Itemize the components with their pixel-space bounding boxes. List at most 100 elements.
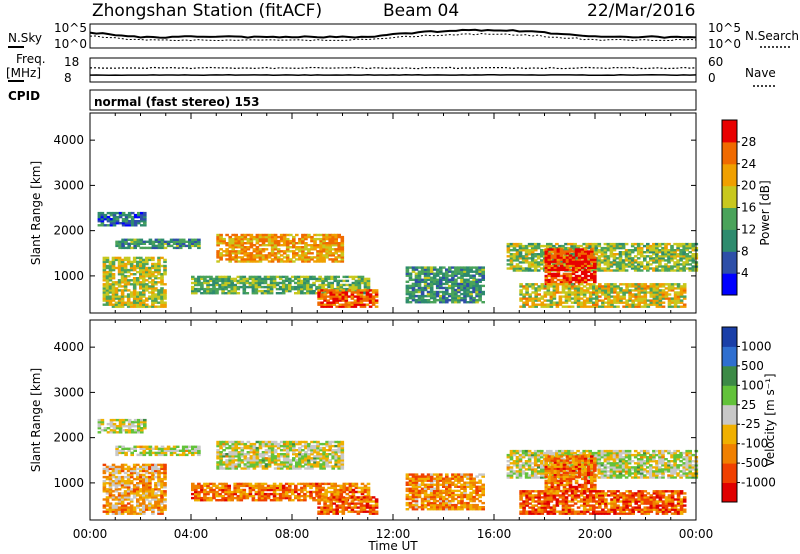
heat-cell — [294, 484, 298, 488]
heat-cell — [117, 477, 122, 481]
heat-cell — [460, 299, 464, 302]
heat-cell — [203, 279, 207, 283]
heat-cell — [555, 305, 560, 308]
heat-cell — [294, 496, 298, 500]
heat-cell — [682, 253, 686, 256]
heat-cell — [157, 293, 161, 296]
heat-cell — [184, 453, 189, 457]
heat-cell — [316, 449, 320, 452]
heat-cell — [118, 240, 122, 243]
heat-cell — [294, 275, 298, 279]
heat-cell — [673, 295, 678, 298]
heat-cell — [549, 242, 553, 246]
heat-cell — [593, 266, 597, 269]
heat-cell — [625, 285, 629, 288]
heat-cell — [279, 239, 284, 243]
heat-cell — [102, 268, 107, 272]
heat-cell — [628, 289, 632, 292]
heat-cell — [284, 283, 289, 287]
heat-cell — [200, 484, 204, 488]
heat-cell — [633, 265, 638, 268]
heat-cell — [282, 465, 287, 468]
heat-cell — [298, 248, 302, 251]
heat-cell — [139, 473, 143, 477]
heat-cell — [309, 494, 313, 498]
heat-cell — [112, 213, 117, 217]
heat-cell — [312, 490, 316, 494]
heat-cell — [115, 447, 119, 450]
heat-cell — [345, 488, 350, 492]
heat-cell — [524, 244, 529, 248]
heat-cell — [460, 278, 464, 281]
heat-cell — [105, 260, 110, 264]
heat-cell — [222, 239, 226, 243]
heat-cell — [682, 263, 686, 266]
heat-cell — [457, 276, 461, 279]
heat-cell — [243, 254, 248, 257]
heat-cell — [142, 264, 146, 268]
heat-cell — [252, 260, 257, 263]
heat-cell — [676, 299, 681, 302]
heat-cell — [341, 299, 346, 302]
heat-cell — [298, 459, 302, 462]
heat-cell — [475, 292, 479, 296]
heat-cell — [552, 301, 557, 304]
heat-cell — [334, 440, 338, 444]
heat-cell — [228, 465, 232, 468]
heat-cell — [285, 246, 290, 249]
heat-cell — [601, 285, 605, 288]
heat-cell — [108, 508, 113, 511]
heat-cell — [145, 475, 149, 479]
heat-cell — [243, 233, 248, 237]
heat-cell — [209, 279, 213, 283]
heat-cell — [278, 277, 283, 281]
heat-cell — [303, 281, 307, 285]
heat-cell — [655, 261, 659, 264]
heat-cell — [682, 265, 686, 268]
heat-cell — [282, 233, 287, 237]
heat-cell — [594, 251, 599, 254]
heat-cell — [351, 499, 356, 502]
heat-cell — [682, 287, 687, 290]
heat-cell — [319, 248, 323, 251]
heat-cell — [136, 295, 140, 298]
heat-cell — [472, 266, 476, 269]
heat-cell — [231, 256, 235, 259]
heat-cell — [411, 286, 416, 290]
heat-cell — [460, 296, 464, 300]
heat-cell — [252, 459, 257, 462]
heat-cell — [634, 283, 638, 286]
heat-cell — [292, 235, 296, 239]
heat-cell — [282, 260, 287, 263]
heat-cell — [230, 283, 234, 287]
heat-cell — [163, 508, 167, 511]
heat-cell — [562, 274, 567, 278]
heat-cell — [506, 251, 511, 254]
heat-cell — [129, 260, 134, 264]
heat-cell — [426, 266, 431, 269]
heat-cell — [111, 275, 116, 278]
heat-cell — [442, 301, 446, 304]
heat-cell — [163, 303, 167, 306]
heat-cell — [411, 268, 416, 271]
heat-cell — [121, 238, 125, 241]
heat-cell — [154, 270, 158, 274]
heat-cell — [117, 500, 122, 503]
heat-cell — [405, 286, 410, 290]
heat-cell — [595, 295, 599, 298]
heat-cell — [272, 484, 277, 488]
heat-cell — [357, 486, 362, 490]
heat-cell — [597, 244, 602, 248]
heat-cell — [160, 244, 165, 248]
heat-cell — [652, 259, 656, 262]
heat-cell — [630, 261, 635, 264]
heat-cell — [130, 215, 135, 219]
heat-cell — [515, 263, 520, 266]
heat-cell — [228, 467, 232, 470]
heat-cell — [154, 281, 158, 284]
heat-cell — [303, 292, 307, 295]
heat-cell — [619, 299, 623, 302]
heat-cell — [267, 461, 272, 464]
heat-cell — [282, 459, 287, 462]
freq-frame — [89, 57, 697, 83]
